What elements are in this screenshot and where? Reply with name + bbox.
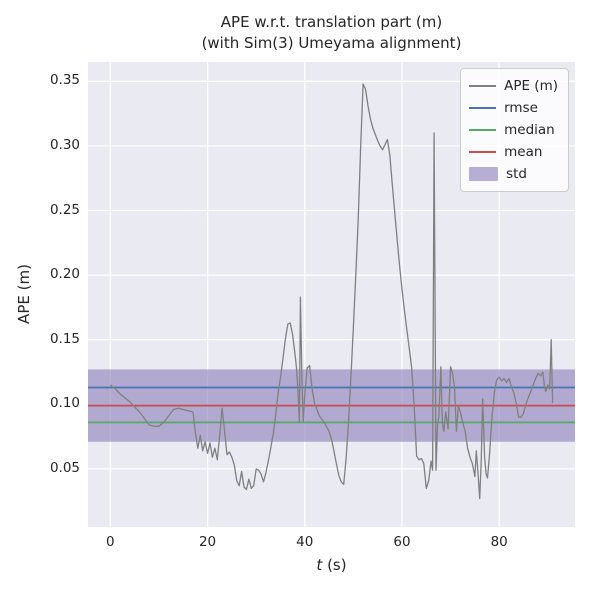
y-tick-label: 0.20 — [49, 266, 80, 283]
x-tick-label: 40 — [296, 534, 314, 550]
y-tick-label: 0.05 — [49, 459, 80, 476]
plot-canvas — [88, 62, 575, 527]
legend-swatch-icon — [469, 129, 497, 131]
legend-swatch-icon — [469, 107, 497, 109]
legend-item-mean: mean — [469, 141, 558, 163]
legend-item-median: median — [469, 119, 558, 141]
legend-label: rmse — [504, 100, 538, 116]
legend-swatch-icon — [469, 151, 497, 153]
x-tick-label: 60 — [393, 534, 411, 550]
legend-swatch-icon — [469, 167, 499, 181]
y-tick-label: 0.25 — [49, 201, 80, 218]
legend-label: median — [504, 122, 555, 138]
legend-label: mean — [504, 144, 543, 160]
x-axis-label: t (s) — [88, 556, 575, 574]
y-tick-label: 0.10 — [49, 395, 80, 412]
ape-series-line — [109, 83, 554, 500]
x-tick-label: 20 — [198, 534, 217, 550]
chart-title: APE w.r.t. translation part (m) (with Si… — [88, 12, 575, 54]
chart-title-line2: (with Sim(3) Umeyama alignment) — [201, 34, 462, 52]
x-tick-label: 80 — [490, 534, 508, 550]
legend-item-rmse: rmse — [469, 97, 558, 119]
x-axis-label-unit: (s) — [322, 556, 347, 574]
legend-item-std: std — [469, 163, 558, 185]
x-axis-label-var: t — [316, 556, 323, 574]
y-tick-label: 0.15 — [49, 330, 80, 347]
plot-area: APE (m) rmse median mean std — [88, 62, 575, 527]
legend-label: std — [506, 166, 528, 182]
legend: APE (m) rmse median mean std — [460, 68, 569, 192]
y-tick-label: 0.35 — [49, 72, 80, 89]
legend-item-ape-m-: APE (m) — [469, 75, 558, 97]
legend-swatch-icon — [469, 85, 497, 87]
legend-label: APE (m) — [504, 78, 558, 94]
chart-title-line1: APE w.r.t. translation part (m) — [220, 13, 443, 31]
x-tick-label: 0 — [106, 534, 115, 550]
y-tick-label: 0.30 — [49, 136, 80, 153]
